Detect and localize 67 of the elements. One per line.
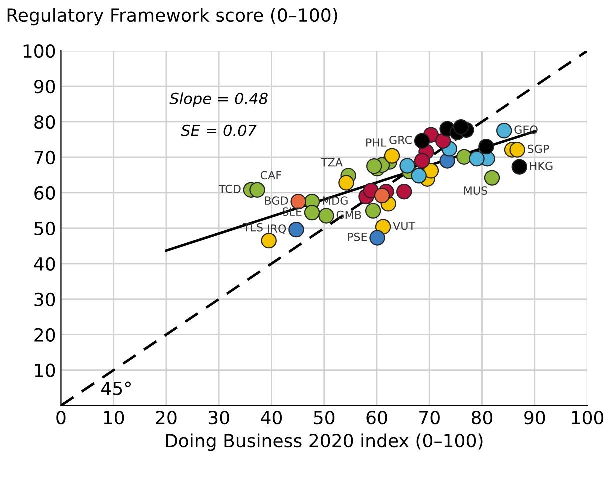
annotation: 45° [102,382,131,396]
y-axis-title: Regulatory Framework score (0–100) [8,8,338,26]
annotation: VUT [393,222,416,230]
y-tick-label: 60 [34,186,56,200]
annotation: PSE [348,232,368,242]
annotation: HKG [530,162,553,170]
point [496,123,512,139]
x-axis-title: Doing Business 2020 index (0–100) [166,434,483,452]
x-tick-label: 30 [208,410,230,425]
y-tick-label: 70 [34,150,56,165]
x-tick-label: 10 [104,410,124,425]
annotation: PHL [366,138,387,147]
annotation: TCD [219,184,241,194]
annotation: MDG [323,196,348,206]
point [304,204,320,221]
point [484,170,500,186]
point [510,142,526,158]
point [375,219,392,235]
point [288,222,304,238]
point [411,168,427,184]
annotation: Slope = 0.48 [170,92,268,108]
y-tick-label: 20 [34,328,56,342]
y-tick-label: 90 [34,80,56,94]
y-tick-label: 80 [34,115,56,130]
y-tick-label: 100 [24,44,56,58]
annotation: MUS [464,186,488,195]
point [478,138,494,155]
annotation: SE = 0.07 [181,124,257,136]
point [414,153,430,169]
point [400,158,416,174]
annotation: GMB [336,210,362,220]
x-tick-label: 60 [366,410,388,425]
annotation: CAF [260,171,282,180]
annotation: GRC [390,136,412,144]
point [453,119,470,136]
y-tick-label: 50 [34,222,56,236]
x-tick-label: 80 [472,410,493,425]
point [318,208,334,224]
point [250,182,266,198]
point [384,148,400,164]
point [338,175,354,191]
x-tick-label: 70 [420,410,440,425]
y-tick-label: 30 [34,292,56,306]
x-tick-label: 40 [261,410,282,425]
annotation: TLS [243,223,263,232]
annotation: GEO [514,126,538,134]
point [456,149,472,165]
annotation: TZA [320,158,343,167]
point [414,133,430,149]
point [435,133,452,149]
y-tick-label: 40 [34,257,56,272]
x-tick-label: 50 [314,410,335,425]
point [512,159,528,175]
point [469,151,485,167]
point [370,230,386,246]
point [365,203,382,219]
point [261,233,277,249]
annotation: SGP [528,144,550,154]
point [374,188,390,204]
point [396,184,412,200]
y-tick-label: 10 [35,364,56,378]
annotation: IRQ [268,224,286,234]
x-tick-label: 20 [156,410,177,425]
x-tick-label: 0 [56,410,66,425]
x-tick-label: 90 [524,410,546,425]
annotation: BGD [265,196,288,206]
x-tick-label: 100 [572,410,604,425]
